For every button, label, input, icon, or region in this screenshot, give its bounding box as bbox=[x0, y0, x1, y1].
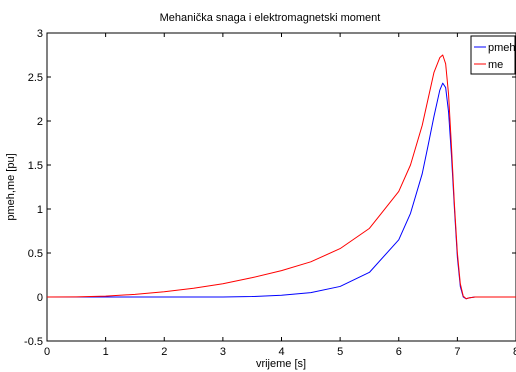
y-tick-label: 2.5 bbox=[28, 72, 43, 84]
series-line-me bbox=[46, 54, 516, 300]
series-lines bbox=[46, 54, 516, 300]
y-tick-label: 0 bbox=[37, 292, 43, 304]
y-tick-label: 1 bbox=[37, 204, 43, 216]
legend-box bbox=[470, 35, 516, 75]
legend-label-pmeh: pmeh bbox=[488, 42, 516, 54]
y-tick-label: -0.5 bbox=[24, 336, 43, 348]
y-tick-label: 2 bbox=[37, 116, 43, 128]
series-line-pmeh bbox=[47, 82, 516, 300]
x-tick-label: 8 bbox=[513, 346, 516, 358]
x-tick-label: 2 bbox=[161, 346, 167, 358]
x-tick-label: 4 bbox=[278, 346, 284, 358]
y-tick-label: 1.5 bbox=[28, 160, 43, 172]
x-tick-label: 5 bbox=[337, 346, 343, 358]
chart-title: Mehanička snaga i elektromagnetski momen… bbox=[160, 12, 381, 24]
axis-ticks: 012345678-0.500.511.522.53 bbox=[24, 28, 516, 358]
x-tick-label: 3 bbox=[220, 346, 226, 358]
y-tick-label: 0.5 bbox=[28, 248, 43, 260]
plot-frame bbox=[46, 32, 516, 342]
y-axis-label: pmeh,me [pu] bbox=[5, 153, 17, 220]
legend: pmeh me bbox=[470, 35, 516, 75]
x-axis-label: vrijeme [s] bbox=[256, 358, 306, 370]
x-tick-label: 0 bbox=[44, 346, 50, 358]
x-tick-label: 6 bbox=[396, 346, 402, 358]
y-tick-label: 3 bbox=[37, 28, 43, 40]
x-tick-label: 7 bbox=[454, 346, 460, 358]
x-tick-label: 1 bbox=[103, 346, 109, 358]
legend-label-me: me bbox=[488, 59, 503, 71]
